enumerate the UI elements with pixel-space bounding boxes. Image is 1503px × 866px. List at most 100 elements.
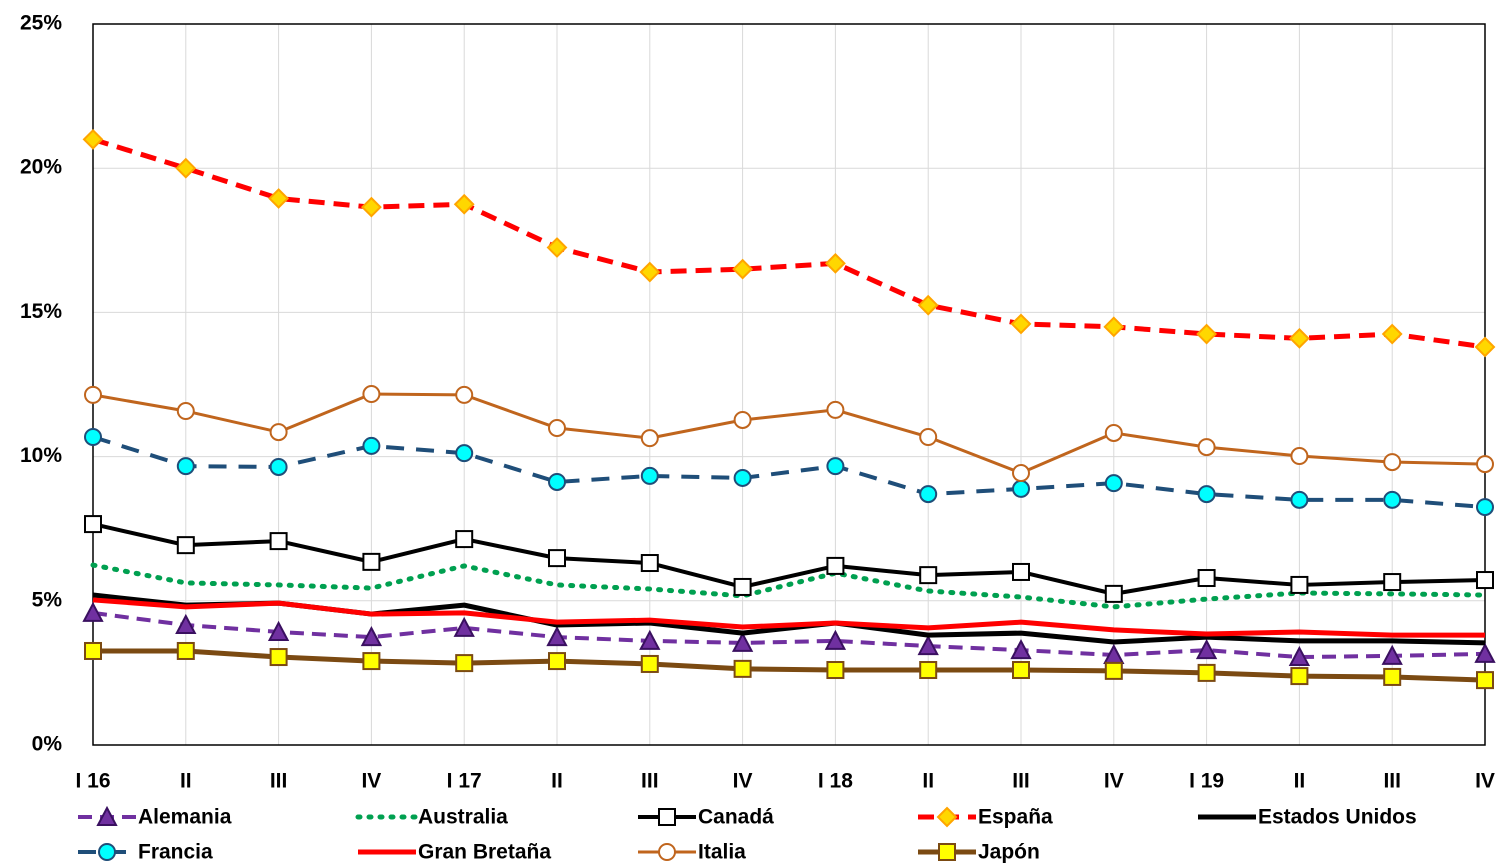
legend-label: Gran Bretaña bbox=[418, 841, 551, 864]
point bbox=[1104, 661, 1123, 680]
point bbox=[548, 549, 566, 568]
point bbox=[917, 294, 939, 316]
point bbox=[826, 556, 845, 575]
point bbox=[362, 385, 381, 404]
point bbox=[1288, 645, 1311, 667]
series-line bbox=[92, 136, 1486, 350]
point bbox=[269, 457, 288, 476]
point bbox=[96, 805, 118, 826]
point bbox=[919, 661, 938, 680]
point bbox=[82, 128, 104, 150]
series-line bbox=[90, 562, 1488, 610]
point bbox=[1381, 644, 1403, 665]
point bbox=[919, 427, 938, 446]
point bbox=[1476, 455, 1494, 474]
point bbox=[455, 444, 474, 463]
point bbox=[1288, 327, 1310, 349]
point bbox=[362, 436, 381, 455]
point bbox=[546, 626, 568, 647]
x-tick-label: III bbox=[641, 770, 659, 793]
point bbox=[733, 468, 752, 487]
point bbox=[82, 601, 104, 622]
point bbox=[658, 808, 676, 826]
point bbox=[176, 536, 195, 555]
point bbox=[455, 385, 474, 404]
point bbox=[546, 237, 568, 258]
legend-label: Canadá bbox=[698, 806, 774, 829]
point bbox=[1197, 663, 1216, 682]
point bbox=[267, 620, 290, 641]
y-tick-label: 0% bbox=[32, 733, 63, 756]
legend-label: España bbox=[978, 806, 1053, 829]
point bbox=[362, 652, 381, 671]
series-line bbox=[92, 597, 1485, 638]
point bbox=[453, 616, 475, 637]
point bbox=[84, 641, 102, 660]
point bbox=[84, 427, 102, 446]
point bbox=[1104, 474, 1123, 493]
point bbox=[455, 530, 474, 549]
y-tick-label: 20% bbox=[20, 156, 62, 179]
point bbox=[1476, 571, 1494, 590]
x-tick-label: III bbox=[1012, 770, 1030, 793]
point bbox=[824, 252, 846, 274]
point bbox=[1012, 661, 1030, 680]
x-tick-label: I 18 bbox=[818, 770, 853, 793]
point bbox=[919, 485, 938, 504]
y-tick-label: 10% bbox=[20, 444, 62, 467]
point bbox=[826, 457, 845, 476]
point bbox=[360, 196, 382, 218]
point bbox=[1381, 323, 1403, 345]
x-tick-label: III bbox=[270, 770, 288, 793]
point bbox=[1104, 584, 1123, 603]
x-tick-label: III bbox=[1383, 770, 1401, 793]
point bbox=[731, 631, 754, 652]
point bbox=[1290, 575, 1309, 594]
x-tick-label: II bbox=[1294, 770, 1306, 793]
point bbox=[362, 552, 381, 571]
x-tick-label: I 16 bbox=[75, 770, 110, 793]
plot-area-border bbox=[92, 23, 1486, 746]
point bbox=[176, 402, 195, 421]
point bbox=[1383, 490, 1402, 509]
legend-label: Alemania bbox=[138, 806, 232, 829]
point bbox=[548, 652, 566, 671]
x-tick-label: IV bbox=[1475, 770, 1495, 793]
point bbox=[269, 423, 288, 442]
point bbox=[98, 843, 116, 861]
x-tick-label: IV bbox=[1104, 770, 1124, 793]
point bbox=[1290, 490, 1309, 509]
x-tick-label: I 19 bbox=[1189, 770, 1224, 793]
point bbox=[455, 654, 474, 673]
point bbox=[639, 629, 661, 650]
point bbox=[175, 613, 197, 635]
point bbox=[1010, 313, 1032, 335]
legend-label: Italia bbox=[698, 841, 746, 864]
series-line bbox=[93, 648, 1486, 683]
point bbox=[1195, 638, 1218, 660]
point bbox=[1383, 573, 1402, 592]
point bbox=[733, 410, 752, 429]
point bbox=[1012, 479, 1030, 498]
point bbox=[1010, 638, 1032, 660]
point bbox=[826, 661, 845, 680]
point bbox=[1197, 569, 1216, 588]
point bbox=[453, 193, 475, 215]
point bbox=[1383, 667, 1402, 686]
point bbox=[176, 641, 195, 660]
point bbox=[84, 385, 102, 404]
point bbox=[917, 634, 939, 656]
point bbox=[824, 629, 847, 650]
y-tick-label: 15% bbox=[20, 300, 62, 323]
point bbox=[640, 654, 659, 673]
point bbox=[658, 843, 676, 861]
point bbox=[269, 532, 288, 551]
point bbox=[1197, 485, 1216, 504]
point bbox=[1012, 464, 1030, 483]
point bbox=[1196, 323, 1218, 345]
point bbox=[938, 843, 956, 861]
legend-label: Estados Unidos bbox=[1258, 806, 1417, 829]
point bbox=[175, 157, 197, 179]
